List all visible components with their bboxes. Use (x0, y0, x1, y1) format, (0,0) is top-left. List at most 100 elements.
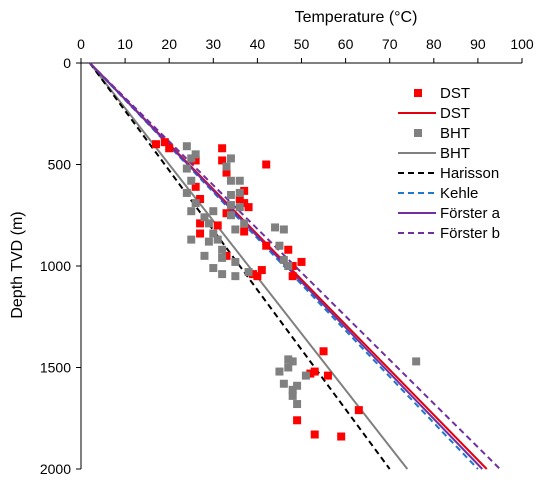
bht-point (226, 211, 235, 220)
x-tick-labels: 0 10 20 30 40 50 60 70 80 90 100 (77, 36, 534, 63)
x-tick-label: 40 (250, 36, 266, 52)
bht-point (288, 357, 297, 366)
series-line (89, 62, 409, 470)
dst-point (262, 241, 271, 250)
bht-point (182, 142, 191, 151)
dst-point (337, 432, 346, 441)
bht-point (226, 190, 235, 199)
legend-marker (414, 89, 422, 97)
bht-point (235, 176, 244, 185)
bht-point (235, 188, 244, 197)
dst-point (288, 272, 297, 281)
y-tick-label: 1000 (40, 258, 71, 274)
bht-point (200, 213, 209, 222)
y-axis-title: Depth TVD (m) (9, 211, 26, 318)
dst-point (297, 257, 306, 266)
dst-point (323, 371, 332, 380)
legend-label: Harisson (440, 165, 499, 182)
bht-point (226, 176, 235, 185)
x-tick-label: 70 (382, 36, 398, 52)
series-line (89, 62, 501, 470)
series-line (89, 62, 391, 470)
bht-point (204, 219, 213, 228)
dst-point (151, 140, 160, 149)
bht-point (244, 268, 253, 277)
legend-label: DST (440, 85, 470, 102)
x-tick-label: 80 (426, 36, 442, 52)
bht-point (191, 150, 200, 159)
x-tick-label: 30 (206, 36, 222, 52)
bht-point (187, 207, 196, 216)
dst-point (284, 245, 293, 254)
y-tick-labels: 0 500 1000 1500 2000 (40, 55, 81, 477)
x-tick-label: 90 (470, 36, 486, 52)
dst-point (248, 270, 257, 279)
dst-point (218, 144, 227, 153)
x-axis-title: Temperature (°C) (295, 9, 418, 26)
bht-point (182, 188, 191, 197)
legend-label: BHT (440, 145, 470, 162)
bht-point (271, 223, 280, 232)
y-tick-label: 2000 (40, 461, 71, 477)
legend-label: Förster b (440, 225, 500, 242)
x-tick-label: 20 (161, 36, 177, 52)
bht-point (301, 371, 310, 380)
bht-point (191, 199, 200, 208)
bht-point (222, 162, 231, 171)
bht-point (213, 235, 222, 244)
dst-point (196, 229, 205, 238)
bht-point (218, 245, 227, 254)
dst-point (288, 262, 297, 270)
bht-point (187, 154, 196, 163)
bht-point (288, 391, 297, 400)
dst-point (191, 156, 200, 165)
dst-point (235, 195, 244, 204)
legend-label: BHT (440, 125, 470, 142)
bht-point (209, 207, 218, 216)
y-tick-label: 1500 (40, 360, 71, 376)
bht-point (231, 225, 240, 234)
bht-point (187, 176, 196, 185)
dst-point (218, 156, 227, 165)
bht-point (218, 270, 227, 279)
bht-point (279, 379, 288, 388)
bht-point (412, 357, 421, 366)
dst-point (319, 347, 328, 356)
bht-point (231, 272, 240, 281)
legend-label: Kehle (440, 185, 478, 202)
bht-point (275, 241, 284, 250)
dst-point (240, 199, 249, 208)
bht-point (240, 219, 249, 228)
dst-point (222, 251, 231, 260)
y-tick-label: 0 (63, 55, 71, 71)
dst-point (293, 416, 302, 425)
dst-point (253, 272, 262, 281)
x-tick-label: 50 (294, 36, 310, 52)
bht-point (275, 367, 284, 376)
x-tick-label: 0 (77, 36, 85, 52)
bht-point (226, 154, 235, 163)
bht-point (284, 363, 293, 372)
dst-point (165, 144, 174, 153)
dst-point (160, 138, 169, 147)
legend-label: DST (440, 105, 470, 122)
legend-marker (414, 129, 422, 137)
bht-point (235, 203, 244, 212)
x-tick-label: 60 (338, 36, 354, 52)
bht-point (218, 253, 227, 262)
bht-point (288, 385, 297, 394)
dst-point (310, 430, 319, 439)
x-tick-label: 10 (117, 36, 133, 52)
bht-point (293, 400, 302, 409)
dst-point (354, 406, 363, 415)
dst-point (306, 369, 315, 378)
dst-point (240, 227, 249, 236)
dst-point (244, 203, 253, 212)
plot-lines (89, 62, 501, 470)
bht-point (284, 355, 293, 364)
dst-point (191, 182, 200, 191)
bht-point (209, 229, 218, 238)
bht-point (284, 262, 293, 270)
dst-point (222, 209, 231, 218)
